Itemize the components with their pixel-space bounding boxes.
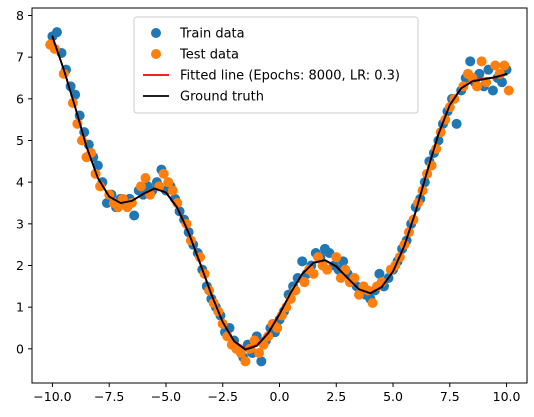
x-tick-label: −2.5 bbox=[208, 389, 238, 404]
x-tick-label: −7.5 bbox=[94, 389, 124, 404]
test-point bbox=[490, 60, 501, 71]
train-point bbox=[297, 256, 308, 267]
train-point bbox=[51, 27, 62, 38]
y-tick-label: 3 bbox=[16, 216, 24, 231]
test-point bbox=[135, 181, 146, 192]
train-point bbox=[497, 77, 508, 88]
legend-label-fitted: Fitted line (Epochs: 8000, LR: 0.3) bbox=[180, 69, 400, 84]
test-point bbox=[503, 85, 514, 96]
test-point bbox=[263, 331, 274, 342]
test-point bbox=[235, 348, 246, 358]
test-point bbox=[240, 356, 251, 367]
ground-truth-line bbox=[51, 35, 508, 351]
test-point bbox=[322, 264, 333, 275]
legend: Train data Test data Fitted line (Epochs: … bbox=[133, 16, 419, 114]
test-point bbox=[499, 60, 510, 71]
legend-swatch-train bbox=[151, 28, 161, 38]
x-tick-label: 7.5 bbox=[440, 389, 460, 404]
test-point bbox=[367, 298, 378, 308]
x-tick-label: 5.0 bbox=[383, 389, 403, 404]
test-point bbox=[254, 348, 265, 358]
test-point bbox=[163, 177, 174, 188]
test-point bbox=[95, 181, 106, 192]
test-point bbox=[331, 252, 342, 263]
y-tick-label: 0 bbox=[16, 341, 24, 356]
y-tick-label: 5 bbox=[16, 133, 24, 148]
y-tick-label: 8 bbox=[16, 8, 24, 23]
legend-box bbox=[133, 16, 419, 114]
test-point bbox=[158, 168, 169, 179]
x-tick-label: 10.0 bbox=[493, 389, 521, 404]
series-lines bbox=[51, 35, 508, 351]
test-point bbox=[313, 252, 324, 263]
test-point bbox=[472, 81, 483, 92]
train-point bbox=[465, 56, 476, 67]
train-point bbox=[451, 118, 462, 129]
y-tick-label: 6 bbox=[16, 91, 24, 106]
legend-label-truth: Ground truth bbox=[180, 90, 264, 105]
y-tick-label: 7 bbox=[16, 50, 24, 65]
x-tick-label: −5.0 bbox=[151, 389, 181, 404]
legend-label-test: Test data bbox=[179, 48, 239, 63]
x-tick-label: 0.0 bbox=[270, 389, 290, 404]
test-point bbox=[353, 289, 364, 300]
train-point bbox=[487, 85, 498, 96]
train-point bbox=[374, 268, 385, 279]
y-tick-label: 1 bbox=[16, 300, 24, 315]
legend-swatch-test bbox=[151, 49, 161, 59]
x-tick-label: −10.0 bbox=[33, 389, 71, 404]
test-point bbox=[167, 185, 178, 196]
test-point bbox=[308, 268, 319, 279]
x-axis: −10.0 −7.5 −5.0 −2.5 0.0 2.5 5.0 7.5 10.0 bbox=[33, 383, 521, 404]
test-point bbox=[140, 173, 151, 183]
test-point bbox=[476, 56, 487, 67]
legend-label-train: Train data bbox=[179, 27, 245, 42]
train-point bbox=[129, 210, 140, 221]
y-axis: 0 1 2 3 4 5 6 7 8 bbox=[16, 8, 32, 356]
train-point bbox=[92, 160, 103, 171]
test-point bbox=[349, 273, 360, 283]
x-tick-label: 2.5 bbox=[326, 389, 346, 404]
y-tick-label: 4 bbox=[16, 175, 24, 190]
test-point bbox=[113, 202, 124, 213]
test-point bbox=[249, 335, 260, 346]
y-tick-label: 2 bbox=[16, 258, 24, 273]
test-point bbox=[335, 273, 346, 283]
train-point bbox=[256, 356, 267, 367]
test-point bbox=[272, 323, 283, 333]
test-point bbox=[299, 277, 310, 288]
